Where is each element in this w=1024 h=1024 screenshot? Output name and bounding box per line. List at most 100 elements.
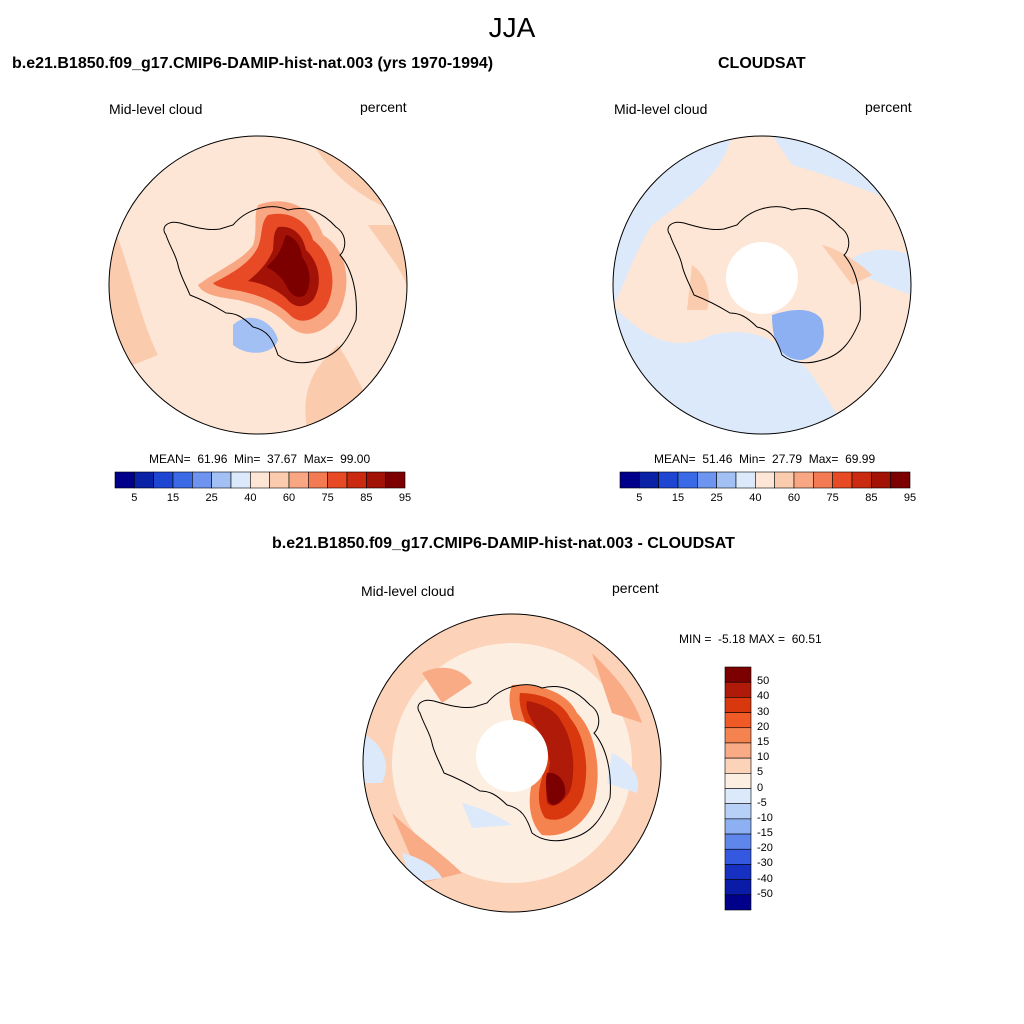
obs-map-boundary — [612, 135, 912, 435]
obs-missing-data-hole — [726, 242, 798, 314]
colorbar-box — [346, 471, 367, 489]
colorbar-box — [697, 471, 717, 489]
diff-field-patch — [607, 753, 639, 793]
colorbar-tick-label: 5 — [636, 492, 643, 504]
diff-map-boundary — [362, 613, 662, 913]
colorbar-box — [639, 471, 659, 489]
colorbar-tick-label: 30 — [757, 705, 770, 718]
colorbar-box — [230, 471, 251, 489]
diff-polar-map — [362, 613, 662, 913]
colorbar-tick-label: 25 — [205, 492, 218, 504]
colorbar-box — [658, 471, 679, 489]
colorbar-box — [793, 471, 814, 489]
model-units-label: percent — [360, 99, 407, 115]
model-panel-title: b.e21.B1850.f09_g17.CMIP6-DAMIP-hist-nat… — [12, 55, 494, 72]
colorbar-tick-label: 75 — [826, 492, 839, 504]
obs-antarctica-coastline — [667, 206, 861, 364]
obs-field-patch — [822, 245, 872, 285]
diff-variable-label: Mid-level cloud — [361, 583, 455, 599]
colorbar-tick-label: 75 — [321, 492, 334, 504]
colorbar-tick-label: 50 — [757, 675, 770, 688]
model-field-patch — [109, 215, 158, 375]
colorbar-tick-label: -15 — [757, 827, 773, 840]
diff-field-patch — [392, 813, 462, 883]
colorbar-box — [724, 803, 752, 820]
colorbar-tick-label: 10 — [757, 751, 770, 764]
colorbar-box — [774, 471, 795, 489]
colorbar-tick-label: -5 — [757, 796, 767, 809]
colorbar-box — [724, 742, 752, 759]
colorbar-box — [871, 471, 891, 489]
colorbar-box — [832, 471, 853, 489]
colorbar-box — [724, 773, 752, 789]
model-field-patch — [266, 235, 310, 297]
colorbar-tick-label: 60 — [282, 492, 296, 504]
diff-field-patch — [363, 733, 386, 783]
obs-field-patch — [613, 305, 852, 434]
model-map-boundary — [108, 135, 408, 435]
obs-polar-map — [612, 135, 912, 435]
colorbar-box — [288, 471, 309, 489]
colorbar-box — [724, 894, 752, 911]
main-title: JJA — [488, 12, 536, 43]
colorbar-box — [327, 471, 348, 489]
colorbar-tick-label: 85 — [360, 492, 373, 504]
colorbar-tick-label: 25 — [710, 492, 723, 504]
colorbar-box — [153, 471, 174, 489]
colorbar-tick-label: 95 — [903, 492, 917, 504]
colorbar-tick-label: -20 — [757, 842, 773, 855]
diff-stats: MIN = -5.18 MAX = 60.51 — [679, 632, 822, 646]
colorbar-tick-label: 40 — [757, 690, 770, 703]
colorbar-box — [724, 818, 752, 835]
colorbar-tick-label: 5 — [757, 766, 764, 779]
model-antarctica-coastline — [163, 206, 357, 364]
colorbar-tick-label: -50 — [757, 887, 773, 900]
colorbar-tick-label: 40 — [749, 492, 762, 504]
colorbar-tick-label: 60 — [787, 492, 801, 504]
colorbar-box — [716, 471, 737, 489]
colorbar-box — [211, 471, 232, 489]
colorbar-box — [385, 471, 406, 489]
colorbar-box — [813, 471, 833, 489]
colorbar-tick-label: 20 — [757, 720, 770, 733]
colorbar-tick-label: 15 — [757, 735, 770, 748]
colorbar-tick-label: 15 — [671, 492, 685, 504]
colorbar-tick-label: 95 — [398, 492, 412, 504]
colorbar-box — [724, 666, 752, 683]
colorbar-box — [724, 864, 752, 880]
diff-field-patch — [545, 772, 566, 805]
colorbar-box — [192, 471, 212, 489]
colorbar-box — [724, 681, 752, 698]
colorbar-box — [677, 471, 698, 489]
diff-colorbar — [724, 666, 752, 911]
colorbar-tick-label: -40 — [757, 872, 773, 885]
colorbar-box — [724, 788, 752, 804]
colorbar-box — [755, 471, 775, 489]
colorbar-tick-label: 85 — [865, 492, 878, 504]
obs-stats: MEAN= 51.46 Min= 27.79 Max= 69.99 — [654, 452, 876, 466]
colorbar-box — [724, 727, 752, 744]
obs-field-patch — [772, 310, 824, 360]
model-stats: MEAN= 61.96 Min= 37.67 Max= 99.00 — [149, 452, 371, 466]
colorbar-tick-label: 15 — [166, 492, 180, 504]
model-variable-label: Mid-level cloud — [109, 101, 203, 117]
obs-variable-label: Mid-level cloud — [614, 101, 708, 117]
obs-colorbar — [619, 471, 911, 489]
colorbar-box — [134, 471, 154, 489]
obs-field-patch — [842, 249, 911, 295]
colorbar-box — [851, 471, 872, 489]
colorbar-box — [724, 757, 752, 774]
colorbar-box — [890, 471, 911, 489]
colorbar-box — [724, 697, 752, 713]
model-polar-map — [108, 135, 408, 435]
colorbar-box — [619, 471, 640, 489]
colorbar-tick-label: 5 — [131, 492, 138, 504]
colorbar-box — [724, 712, 752, 729]
diff-field-patch — [462, 803, 512, 828]
colorbar-box — [250, 471, 270, 489]
colorbar-box — [724, 833, 752, 850]
diff-field-patch — [592, 653, 642, 723]
obs-units-label: percent — [865, 99, 912, 115]
diff-missing-data-hole — [476, 720, 548, 792]
colorbar-tick-label: -10 — [757, 811, 773, 824]
